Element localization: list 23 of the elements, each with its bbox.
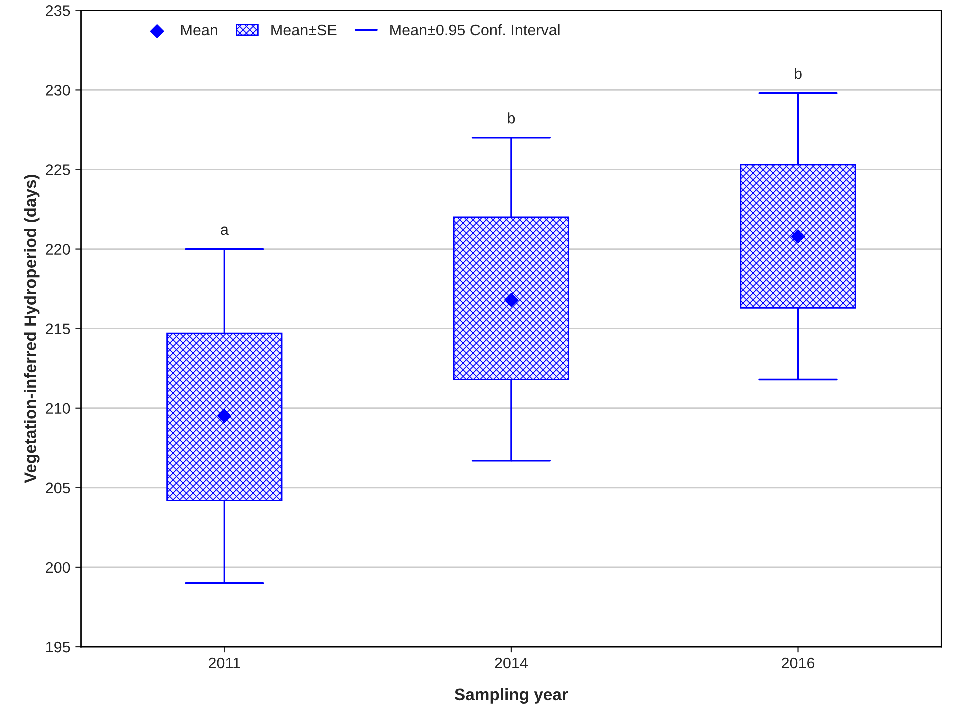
- y-tick-label: 215: [46, 324, 70, 335]
- y-tick-label: 235: [46, 6, 70, 16]
- y-tick-label: 205: [46, 482, 70, 494]
- y-axis-title: Vegetation-inferred Hydroperiod (days): [24, 175, 40, 484]
- annotation: b: [795, 68, 802, 80]
- point: [218, 409, 232, 424]
- x-tick-label: 2011: [209, 658, 240, 669]
- point: [504, 293, 518, 308]
- y-tick-label: 220: [46, 244, 70, 255]
- x-tick-label: 2016: [782, 658, 815, 669]
- x-tick-label: 2014: [495, 658, 528, 669]
- y-tick-label: 200: [46, 562, 70, 574]
- x-axis-title: Sampling year: [454, 688, 568, 704]
- y-tick-label: 225: [46, 164, 70, 176]
- annotation: b: [508, 112, 516, 124]
- y-tick-label: 195: [46, 642, 70, 653]
- point: [791, 230, 806, 244]
- legend-label: Mean: [182, 24, 218, 36]
- annotation: a: [221, 226, 229, 236]
- annotation: Mean±0.95 Conf. Interval: [390, 24, 560, 36]
- legend-label: Mean±SE: [272, 24, 337, 36]
- y-tick-label: 230: [46, 85, 70, 96]
- y-tick-label: 210: [46, 403, 70, 414]
